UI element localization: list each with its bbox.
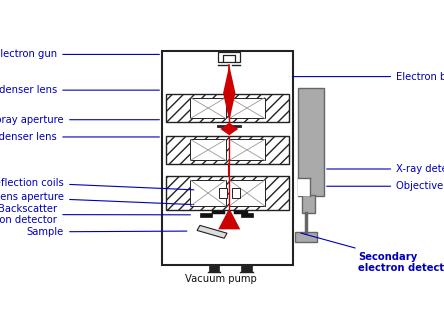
- Bar: [162, 51, 293, 265]
- Text: Vacuum pump: Vacuum pump: [185, 275, 257, 284]
- Text: X-ray detector: X-ray detector: [327, 164, 444, 174]
- Text: Sample: Sample: [27, 227, 187, 237]
- Text: Deflection coils: Deflection coils: [0, 178, 194, 190]
- Text: First condenser lens: First condenser lens: [0, 85, 159, 95]
- Polygon shape: [220, 123, 238, 135]
- Bar: [166, 136, 289, 164]
- Bar: [242, 212, 254, 217]
- Bar: [200, 212, 212, 217]
- Text: Secondary
electron detector: Secondary electron detector: [301, 233, 444, 273]
- Polygon shape: [223, 65, 235, 121]
- Bar: [232, 188, 240, 198]
- Bar: [242, 265, 252, 272]
- Bar: [295, 232, 317, 242]
- Bar: [229, 180, 265, 206]
- Text: Spray aperture: Spray aperture: [0, 115, 159, 125]
- Polygon shape: [197, 225, 227, 238]
- Text: Electron gun: Electron gun: [0, 49, 159, 60]
- Bar: [190, 140, 226, 160]
- Text: Electron beam: Electron beam: [292, 72, 444, 82]
- Text: Backscatter
electron detector: Backscatter electron detector: [0, 204, 190, 225]
- Bar: [166, 176, 289, 210]
- Bar: [190, 180, 226, 206]
- Text: Second condenser lens: Second condenser lens: [0, 132, 159, 142]
- Bar: [229, 98, 265, 118]
- Bar: [298, 88, 324, 196]
- Bar: [218, 52, 241, 62]
- Bar: [219, 188, 226, 198]
- Text: Objective lens: Objective lens: [327, 181, 444, 191]
- Bar: [190, 98, 226, 118]
- Bar: [166, 94, 289, 122]
- Bar: [298, 178, 310, 196]
- Text: Final lens aperture: Final lens aperture: [0, 192, 194, 204]
- Polygon shape: [218, 211, 240, 229]
- Bar: [209, 265, 219, 272]
- Bar: [229, 140, 265, 160]
- Bar: [301, 195, 315, 213]
